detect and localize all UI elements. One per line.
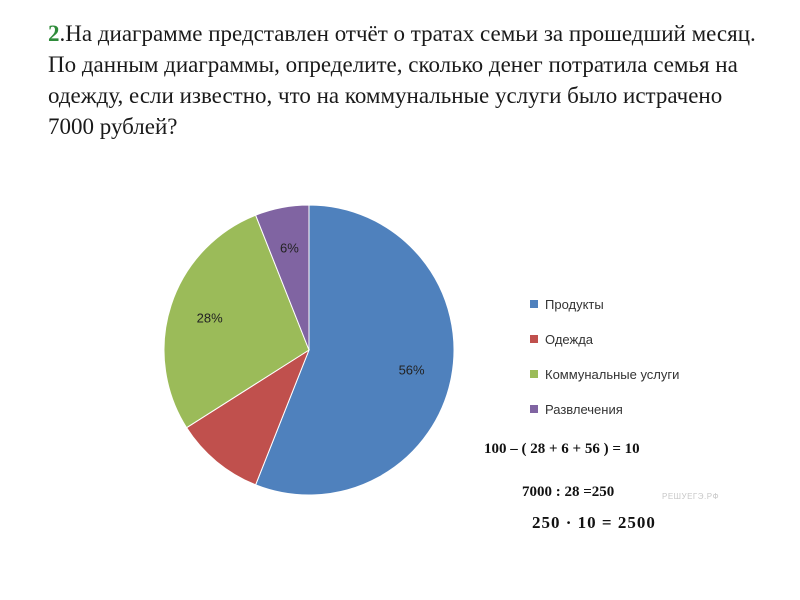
problem-text: 2.На диаграмме представлен отчёт о трата…: [48, 18, 768, 142]
slice-label-1: 56%: [399, 363, 425, 378]
watermark: РЕШУЕГЭ.РФ: [662, 492, 720, 501]
calculation-step-2: 7000 : 28 =250: [522, 484, 615, 500]
legend-swatch-2: [530, 335, 538, 343]
slice-label-3: 28%: [197, 311, 223, 326]
legend-item-2: Одежда: [530, 330, 679, 348]
legend-item-1: Продукты: [530, 295, 679, 313]
legend-swatch-4: [530, 405, 538, 413]
problem-statement: .На диаграмме представлен отчёт о тратах…: [48, 21, 756, 139]
slice-label-4: 6%: [280, 240, 299, 255]
pie-slice-2: [185, 348, 311, 486]
pie-slice-4: [254, 204, 310, 351]
chart-legend: Продукты Одежда Коммунальные услуги Развлеч…: [530, 295, 679, 435]
calculation-step-3: 250 · 10 = 2500: [532, 513, 656, 532]
calculation-step-1: 100 – ( 28 + 6 + 56 ) = 10: [484, 441, 640, 457]
legend-label-4: Развлечения: [545, 401, 623, 417]
legend-label-1: Продукты: [545, 296, 604, 312]
legend-label-3: Коммунальные услуги: [545, 366, 680, 382]
problem-number: 2: [48, 21, 60, 46]
pie-slice-3: [163, 214, 310, 429]
pie-slice-1: [254, 204, 455, 496]
legend-item-3: Коммунальные услуги: [530, 365, 679, 383]
legend-swatch-1: [530, 300, 538, 308]
legend-label-2: Одежда: [545, 331, 594, 347]
legend-item-4: Развлечения: [530, 400, 679, 418]
legend-swatch-3: [530, 370, 538, 378]
